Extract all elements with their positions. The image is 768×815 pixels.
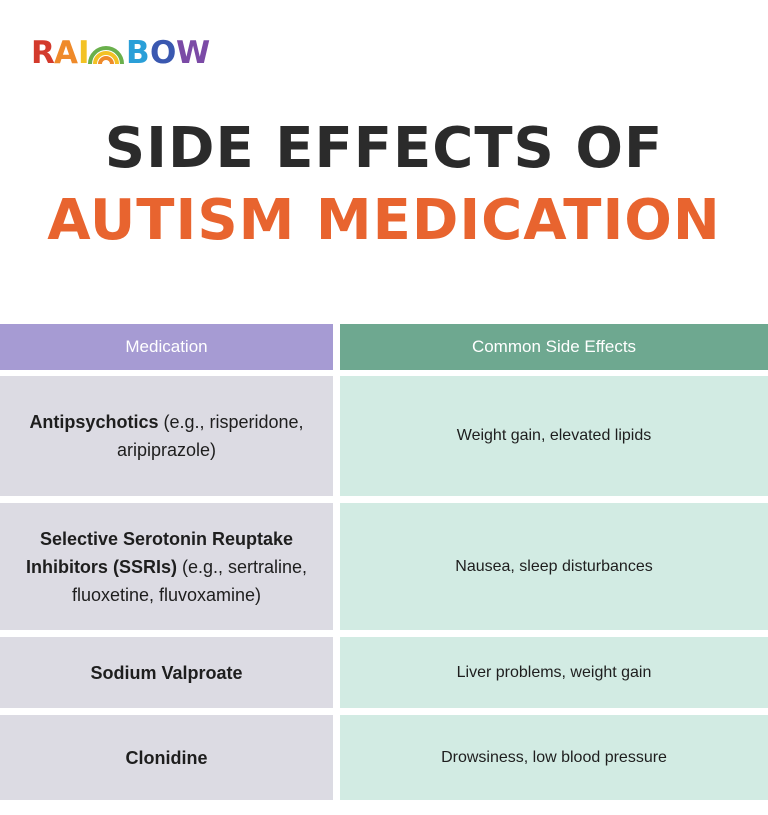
page-title-line2: AUTISM MEDICATION <box>47 188 721 253</box>
table-row: Sodium Valproate Liver problems, weight … <box>0 637 768 708</box>
header-side-effects: Common Side Effects <box>340 324 768 370</box>
medication-examples: (e.g., risperidone, aripiprazole) <box>116 412 304 460</box>
medication-cell: Selective Serotonin Reuptake Inhibitors … <box>0 503 333 630</box>
svg-text:R: R <box>31 35 55 66</box>
page-title-line1: SIDE EFFECTS OF <box>104 116 664 181</box>
header-medication: Medication <box>0 324 333 370</box>
medication-examples: (e.g., sertraline, fluoxetine, fluvoxami… <box>71 556 308 605</box>
medication-cell: Clonidine <box>0 715 333 800</box>
svg-text:O: O <box>150 35 176 66</box>
medication-name: Clonidine <box>125 747 208 768</box>
medication-name: Antipsychotics <box>29 412 159 432</box>
side-effects-cell: Weight gain, elevated lipids <box>340 376 768 496</box>
medication-cell: Antipsychotics (e.g., risperidone, aripi… <box>0 376 333 496</box>
side-effects-cell: Drowsiness, low blood pressure <box>340 715 768 800</box>
svg-text:B: B <box>126 35 150 66</box>
svg-text:A: A <box>54 35 78 66</box>
medication-cell: Sodium Valproate <box>0 637 333 708</box>
side-effects-cell: Nausea, sleep disturbances <box>340 503 768 630</box>
table-row: Selective Serotonin Reuptake Inhibitors … <box>0 503 768 630</box>
svg-text:I: I <box>78 35 90 66</box>
rainbow-logo-icon: R A I B O W <box>31 35 210 66</box>
rainbow-logo: R A I B O W <box>31 34 231 66</box>
table-row: Antipsychotics (e.g., risperidone, aripi… <box>0 376 768 496</box>
table-row: Clonidine Drowsiness, low blood pressure <box>0 715 768 800</box>
medication-name: Sodium Valproate <box>90 662 243 683</box>
side-effects-cell: Liver problems, weight gain <box>340 637 768 708</box>
medication-name: Selective Serotonin Reuptake Inhibitors … <box>25 528 294 577</box>
table-header-row: Medication Common Side Effects <box>0 324 768 370</box>
svg-text:W: W <box>176 35 210 66</box>
